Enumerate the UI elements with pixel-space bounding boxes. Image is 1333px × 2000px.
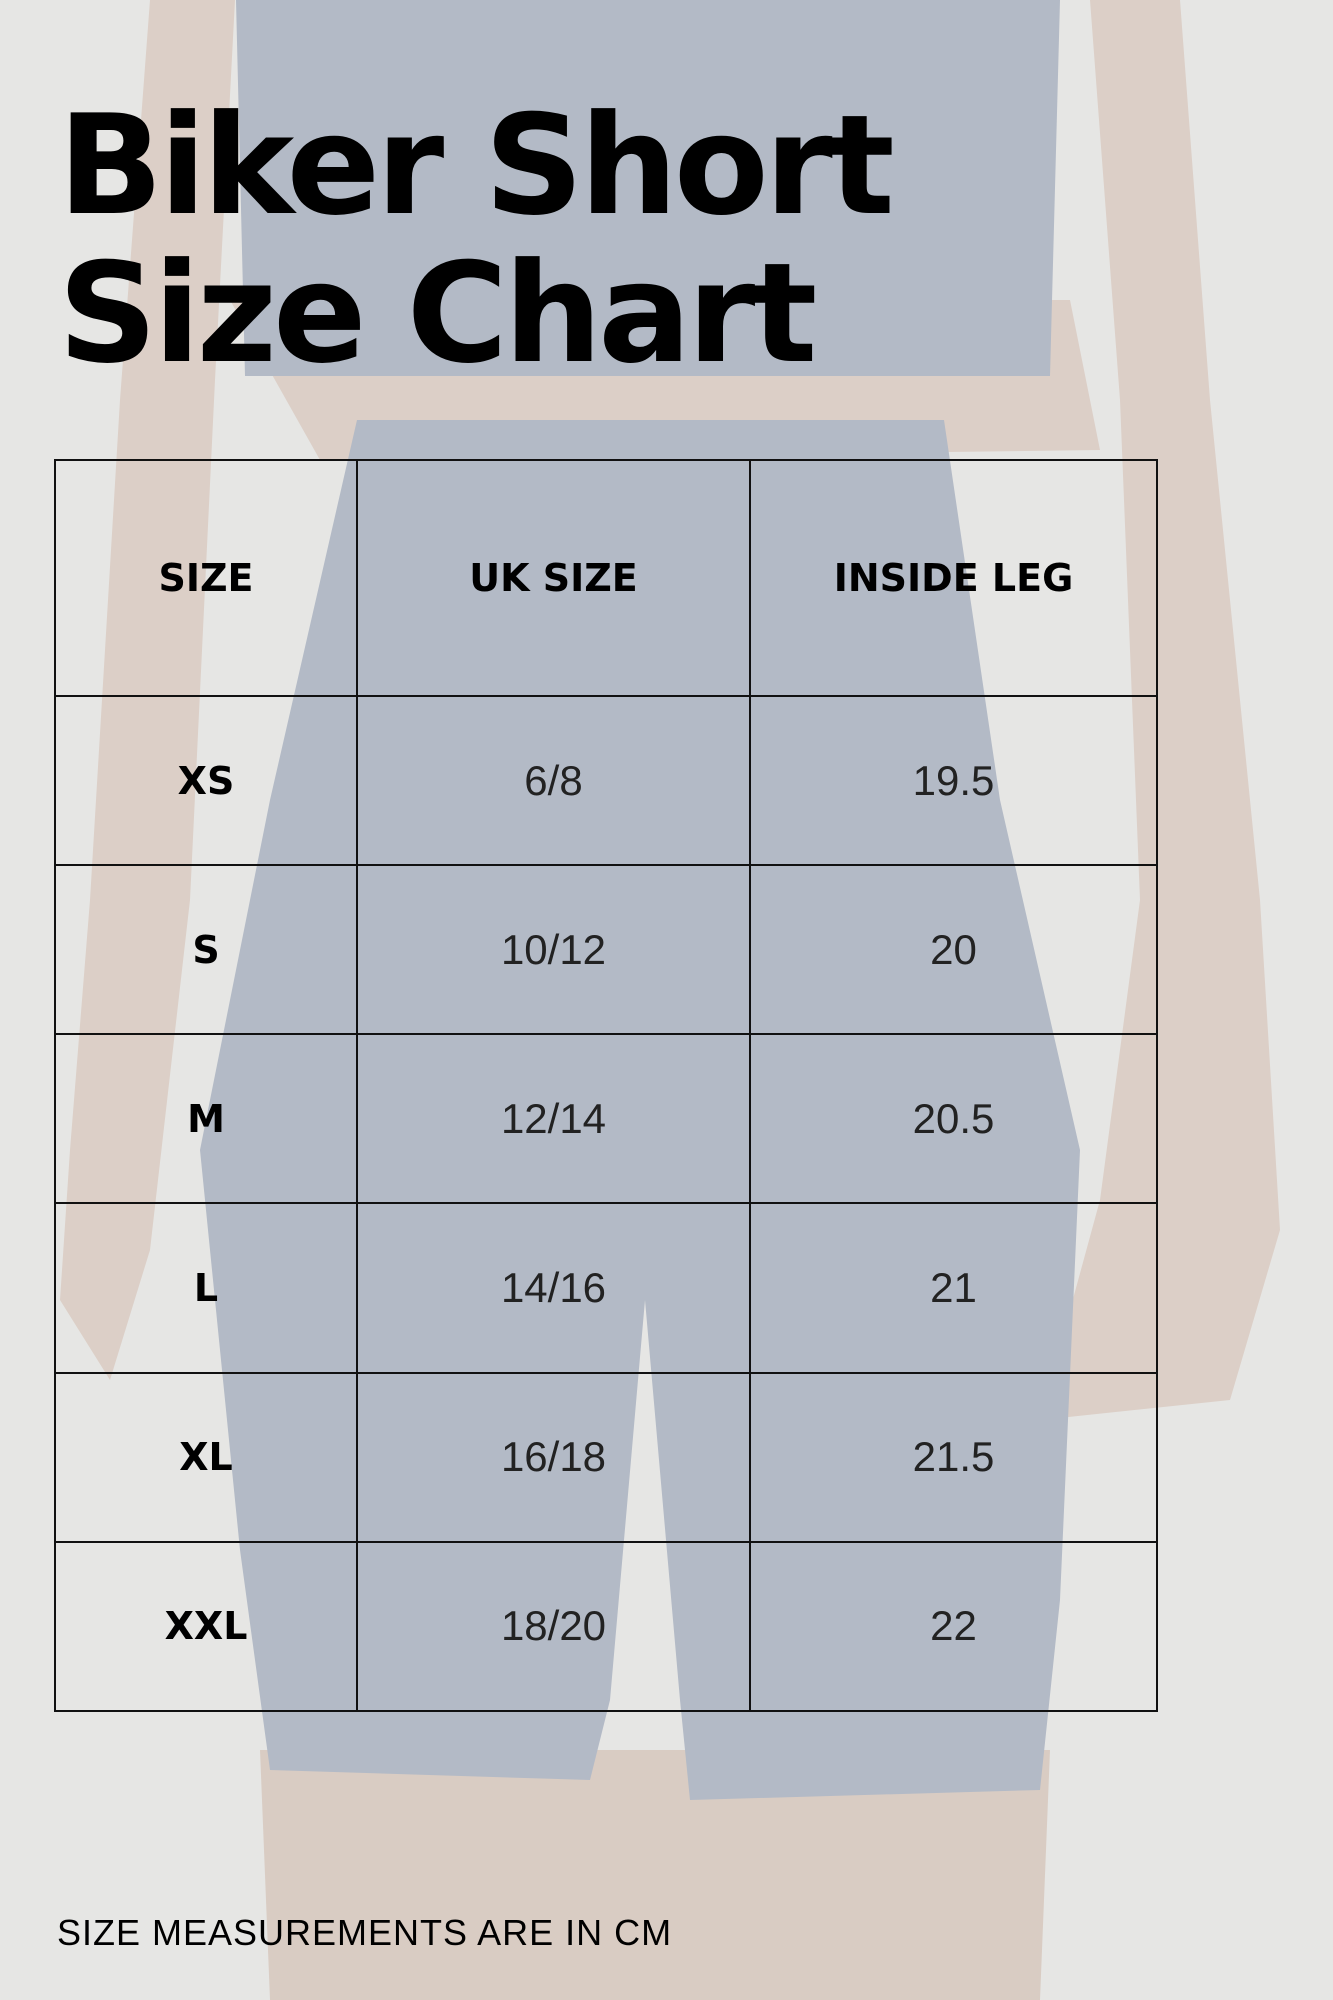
table-row: S 10/12 20 <box>54 864 1158 1036</box>
uk-size-cell: 14/16 <box>356 1202 751 1374</box>
table-row: L 14/16 21 <box>54 1202 1158 1374</box>
crop-top <box>236 0 1060 376</box>
inside-leg-cell: 19.5 <box>749 694 1158 867</box>
table-row: XL 16/18 21.5 <box>54 1371 1158 1543</box>
inside-leg-cell: 21 <box>749 1202 1158 1374</box>
inside-leg-cell: 20.5 <box>749 1033 1158 1205</box>
size-cell: XL <box>54 1371 358 1543</box>
header-inside-leg: INSIDE LEG <box>749 459 1158 697</box>
size-cell: XS <box>54 694 358 867</box>
size-cell: S <box>54 864 358 1036</box>
uk-size-cell: 10/12 <box>356 864 751 1036</box>
uk-size-cell: 6/8 <box>356 694 751 867</box>
inside-leg-cell: 20 <box>749 864 1158 1036</box>
uk-size-cell: 12/14 <box>356 1033 751 1205</box>
header-size: SIZE <box>54 459 358 697</box>
header-uk-size: UK SIZE <box>356 459 751 697</box>
legs <box>260 1750 1050 2000</box>
size-cell: L <box>54 1202 358 1374</box>
uk-size-cell: 16/18 <box>356 1371 751 1543</box>
title-line-2: Size Chart <box>58 233 817 394</box>
right-arm <box>1040 0 1280 1420</box>
table-header-row: SIZE UK SIZE INSIDE LEG <box>54 459 1158 697</box>
title-line-1: Biker Short <box>58 85 895 246</box>
size-cell: XXL <box>54 1540 358 1713</box>
table-row: XXL 18/20 22 <box>54 1540 1158 1713</box>
table-row: XS 6/8 19.5 <box>54 694 1158 867</box>
inside-leg-cell: 21.5 <box>749 1371 1158 1543</box>
inside-leg-cell: 22 <box>749 1540 1158 1713</box>
page-title: Biker Short Size Chart <box>58 92 895 388</box>
table-row: M 12/14 20.5 <box>54 1033 1158 1205</box>
size-chart-table: SIZE UK SIZE INSIDE LEG XS 6/8 19.5 S 10/12 2… <box>54 459 1158 1713</box>
footer-note: SIZE MEASUREMENTS ARE IN CM <box>57 1912 673 1953</box>
uk-size-cell: 18/20 <box>356 1540 751 1713</box>
size-cell: M <box>54 1033 358 1205</box>
